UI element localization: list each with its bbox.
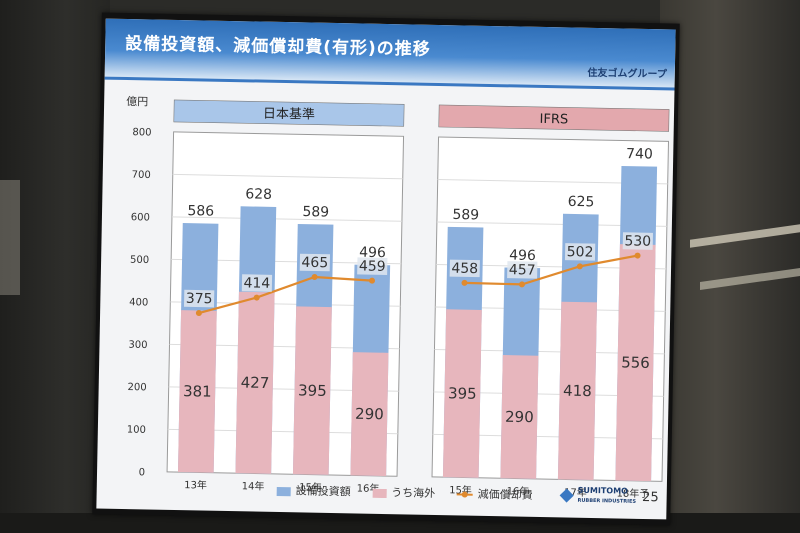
label-capex-1-2: 625 xyxy=(568,194,595,211)
capex-depreciation-chart: 億円 0 100 200 300 400 500 600 700 800 日本基準 586 381 13… xyxy=(126,95,670,500)
x-tick-label-1-1: 16年 xyxy=(507,484,530,497)
legend-item-depreciation: 減価償却費 xyxy=(456,485,533,502)
label-bg-depreciation-0-0 xyxy=(183,289,215,308)
label-bg-depreciation-1-2 xyxy=(564,243,596,261)
bar-overseas-1-2 xyxy=(557,301,597,481)
label-depreciation-0-2: 465 xyxy=(301,255,328,272)
bar-overseas-1-1 xyxy=(500,355,539,479)
y-tick-label-700: 700 xyxy=(132,170,151,181)
logo-text-line-1: SUMITOMO xyxy=(577,485,628,496)
line-depreciation-1 xyxy=(464,254,638,286)
x-tick-label-0-0: 13年 xyxy=(184,478,207,491)
legend-swatch-overseas xyxy=(372,488,387,498)
label-depreciation-1-1: 457 xyxy=(509,262,536,279)
y-axis-unit-label: 億円 xyxy=(126,95,148,108)
label-depreciation-0-0: 375 xyxy=(186,291,213,308)
label-capex-1-0: 589 xyxy=(452,207,479,224)
point-depreciation-1-2 xyxy=(576,263,583,270)
label-capex-0-3: 496 xyxy=(359,245,386,262)
y-tick-label-0: 0 xyxy=(139,467,146,478)
label-overseas-0-1: 427 xyxy=(241,373,270,392)
bar-overseas-0-0 xyxy=(177,310,217,473)
label-overseas-1-2: 418 xyxy=(563,382,592,401)
legend-item-overseas: うち海外 xyxy=(372,484,435,501)
legend-swatch-depreciation xyxy=(456,493,473,496)
projector-screen: 設備投資額、減価償却費(有形)の推移 住友ゴムグループ 億円 0 100 200 30… xyxy=(92,12,680,526)
panel-label-1: IFRS xyxy=(539,112,568,128)
logo-text-line-2: RUBBER INDUSTRIES xyxy=(577,497,637,505)
y-tick-label-600: 600 xyxy=(131,212,150,223)
label-bg-depreciation-1-0 xyxy=(449,259,480,278)
label-bg-depreciation-0-3 xyxy=(357,257,388,275)
legend-label-depreciation: 減価償却費 xyxy=(477,487,533,502)
x-tick-label-0-1: 14年 xyxy=(242,479,265,492)
legend-label-overseas: うち海外 xyxy=(391,486,436,500)
bar-overseas-1-3 xyxy=(615,244,656,482)
slide: 設備投資額、減価償却費(有形)の推移 住友ゴムグループ 億円 0 100 200 30… xyxy=(96,18,676,520)
label-bg-depreciation-1-1 xyxy=(507,261,538,279)
room-background-right xyxy=(660,0,800,533)
label-capex-0-2: 589 xyxy=(302,204,329,221)
legend-label-capex: 設備投資額 xyxy=(295,484,351,499)
bar-overseas-0-2 xyxy=(292,306,332,475)
label-depreciation-1-2: 502 xyxy=(567,244,594,261)
point-depreciation-1-3 xyxy=(634,252,641,259)
y-tick-label-500: 500 xyxy=(130,255,149,266)
label-bg-depreciation-0-2 xyxy=(299,253,331,272)
label-depreciation-0-3: 459 xyxy=(359,258,386,275)
point-depreciation-0-0 xyxy=(195,310,202,317)
y-tick-label-800: 800 xyxy=(132,127,151,138)
point-depreciation-1-0 xyxy=(461,279,468,286)
label-depreciation-0-1: 414 xyxy=(243,275,270,292)
label-capex-1-1: 496 xyxy=(509,248,536,265)
label-bg-depreciation-1-3 xyxy=(622,232,653,250)
label-capex-0-0: 586 xyxy=(187,203,214,220)
label-depreciation-1-3: 530 xyxy=(624,233,651,250)
point-depreciation-1-1 xyxy=(518,281,525,288)
label-bg-depreciation-0-1 xyxy=(241,274,273,292)
label-overseas-1-1: 290 xyxy=(505,408,534,427)
page-number: 25 xyxy=(641,489,659,505)
label-overseas-0-3: 290 xyxy=(355,405,384,424)
x-tick-label-1-3: 18年予 xyxy=(617,486,650,500)
panel-header-1 xyxy=(438,104,670,132)
label-overseas-0-0: 381 xyxy=(183,382,212,401)
point-depreciation-0-1 xyxy=(253,294,260,301)
y-tick-label-400: 400 xyxy=(129,297,148,308)
y-tick-label-100: 100 xyxy=(127,425,146,436)
y-tick-label-300: 300 xyxy=(128,340,147,351)
logo-text: SUMITOMO RUBBER INDUSTRIES xyxy=(577,486,636,507)
point-depreciation-0-3 xyxy=(369,277,376,284)
panel-label-0: 日本基準 xyxy=(263,106,315,123)
y-tick-label-200: 200 xyxy=(127,382,146,393)
x-tick-label-0-2: 15年 xyxy=(299,480,322,493)
label-capex-0-1: 628 xyxy=(245,186,272,203)
label-overseas-1-0: 395 xyxy=(448,384,477,403)
gridline-0-700 xyxy=(172,173,403,180)
label-capex-1-3: 740 xyxy=(626,146,653,163)
label-overseas-0-2: 395 xyxy=(298,381,327,400)
logo-diamond-icon xyxy=(559,488,574,503)
legend-item-capex: 設備投資額 xyxy=(276,482,351,499)
gridline-0-600 xyxy=(171,216,402,222)
panel-header-0 xyxy=(173,99,405,127)
line-depreciation-0 xyxy=(198,275,373,315)
sumitomo-logo: SUMITOMO RUBBER INDUSTRIES 25 xyxy=(559,485,659,507)
label-overseas-1-3: 556 xyxy=(621,353,650,372)
bar-overseas-0-3 xyxy=(350,352,389,477)
point-depreciation-0-2 xyxy=(311,274,318,281)
legend-swatch-capex xyxy=(276,486,291,496)
wall-light-left xyxy=(0,180,20,295)
label-depreciation-1-0: 458 xyxy=(451,261,478,278)
bar-overseas-0-1 xyxy=(235,291,275,474)
bar-overseas-1-0 xyxy=(442,309,482,478)
